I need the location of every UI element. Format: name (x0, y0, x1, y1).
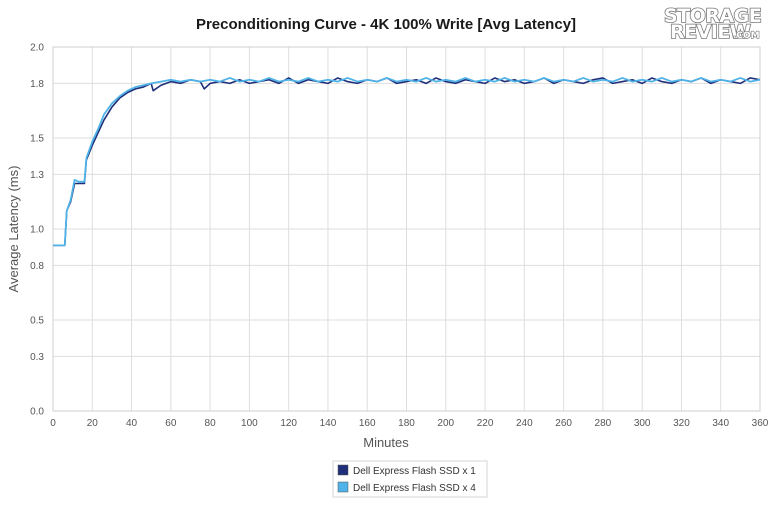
y-tick-label: 1.0 (30, 225, 44, 236)
y-tick-label: 1.8 (30, 79, 44, 90)
watermark-line2: REVIEW (670, 21, 751, 43)
watermark-line1: STORAGE (664, 5, 761, 27)
x-tick-label: 320 (673, 418, 690, 429)
watermark-suffix: .COM (733, 31, 760, 41)
x-tick-label: 260 (555, 418, 572, 429)
y-tick-label: 2.0 (30, 43, 44, 54)
x-tick-label: 40 (126, 418, 138, 429)
x-axis-label: Minutes (363, 435, 409, 450)
storagereview-watermark: STORAGE REVIEW .COM (663, 4, 762, 44)
y-tick-label: 1.3 (30, 170, 44, 181)
x-tick-label: 0 (50, 418, 56, 429)
x-tick-label: 220 (477, 418, 494, 429)
legend: Dell Express Flash SSD x 1 Dell Express … (332, 460, 488, 498)
legend-label-x1: Dell Express Flash SSD x 1 (353, 466, 476, 477)
x-tick-label: 100 (241, 418, 258, 429)
x-tick-label: 80 (205, 418, 217, 429)
y-tick-label: 0.8 (30, 261, 44, 272)
x-tick-label: 140 (320, 418, 337, 429)
series-lines (53, 77, 761, 247)
x-tick-label: 300 (634, 418, 651, 429)
legend-label-x4: Dell Express Flash SSD x 4 (353, 483, 476, 494)
x-tick-label: 160 (359, 418, 376, 429)
plot-area-frame (52, 46, 761, 412)
legend-box (332, 460, 488, 498)
chart-title: Preconditioning Curve - 4K 100% Write [A… (196, 16, 576, 33)
y-axis-ticks: 0.0 0.3 0.5 0.8 1.0 1.3 1.5 1.8 2.0 (30, 43, 44, 418)
y-tick-label: 0.3 (30, 352, 44, 363)
x-axis-ticks: 0 20 40 60 80 100 120 140 160 180 200 220 240 260 280 3… (50, 418, 769, 429)
y-tick-label: 0.5 (30, 316, 44, 327)
x-tick-label: 360 (752, 418, 769, 429)
x-tick-label: 20 (87, 418, 99, 429)
legend-swatch-x1 (337, 464, 349, 476)
x-tick-label: 240 (516, 418, 533, 429)
y-tick-label: 1.5 (30, 134, 44, 145)
y-tick-label: 0.0 (30, 407, 44, 418)
x-tick-label: 60 (165, 418, 177, 429)
chart-grid (52, 46, 761, 412)
x-tick-label: 340 (712, 418, 729, 429)
series-line-x4 (53, 77, 761, 247)
x-tick-label: 180 (398, 418, 415, 429)
x-tick-label: 280 (595, 418, 612, 429)
legend-swatch-x4 (337, 481, 349, 493)
x-tick-label: 200 (437, 418, 454, 429)
y-axis-label: Average Latency (ms) (6, 166, 21, 293)
x-tick-label: 120 (280, 418, 297, 429)
